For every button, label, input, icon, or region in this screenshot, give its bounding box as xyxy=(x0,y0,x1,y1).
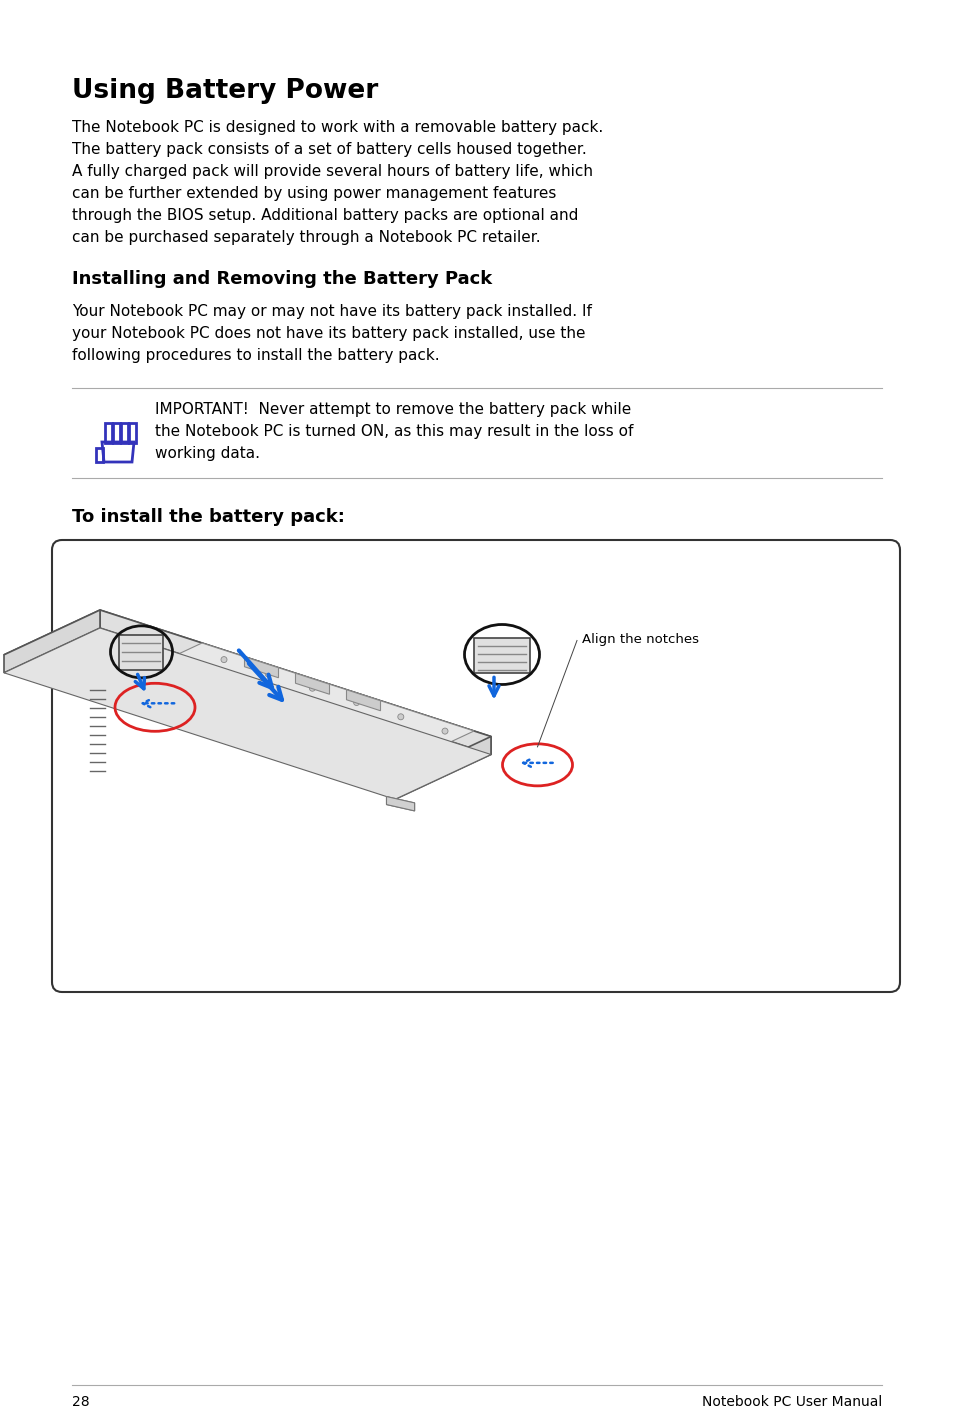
Bar xyxy=(112,423,120,442)
Text: through the BIOS setup. Additional battery packs are optional and: through the BIOS setup. Additional batte… xyxy=(71,208,578,223)
Text: A fully charged pack will provide several hours of battery life, which: A fully charged pack will provide severa… xyxy=(71,164,593,179)
Polygon shape xyxy=(295,674,329,695)
Bar xyxy=(105,423,112,442)
Circle shape xyxy=(397,713,403,720)
Text: IMPORTANT!  Never attempt to remove the battery pack while: IMPORTANT! Never attempt to remove the b… xyxy=(154,401,631,417)
Polygon shape xyxy=(346,689,380,710)
Bar xyxy=(121,423,128,442)
Circle shape xyxy=(441,727,448,735)
Text: To install the battery pack:: To install the battery pack: xyxy=(71,508,345,526)
Polygon shape xyxy=(119,635,163,669)
Text: Installing and Removing the Battery Pack: Installing and Removing the Battery Pack xyxy=(71,269,492,288)
Circle shape xyxy=(265,671,271,676)
Polygon shape xyxy=(474,638,530,672)
Text: following procedures to install the battery pack.: following procedures to install the batt… xyxy=(71,347,439,363)
Polygon shape xyxy=(386,797,415,811)
Text: Align the notches: Align the notches xyxy=(581,632,699,645)
Circle shape xyxy=(354,699,359,706)
Circle shape xyxy=(221,657,227,662)
Polygon shape xyxy=(386,797,415,811)
Text: Notebook PC User Manual: Notebook PC User Manual xyxy=(701,1395,882,1409)
Polygon shape xyxy=(244,657,278,678)
Circle shape xyxy=(309,685,315,691)
Polygon shape xyxy=(4,610,100,672)
Polygon shape xyxy=(172,642,474,744)
Polygon shape xyxy=(4,628,491,800)
Polygon shape xyxy=(395,736,491,800)
Text: Your Notebook PC may or may not have its battery pack installed. If: Your Notebook PC may or may not have its… xyxy=(71,303,591,319)
Polygon shape xyxy=(4,610,491,781)
Text: can be further extended by using power management features: can be further extended by using power m… xyxy=(71,186,556,201)
Bar xyxy=(129,423,136,442)
Polygon shape xyxy=(100,610,491,754)
Text: the Notebook PC is turned ON, as this may result in the loss of: the Notebook PC is turned ON, as this ma… xyxy=(154,424,633,440)
FancyBboxPatch shape xyxy=(52,540,899,993)
Text: The Notebook PC is designed to work with a removable battery pack.: The Notebook PC is designed to work with… xyxy=(71,121,602,135)
Text: Using Battery Power: Using Battery Power xyxy=(71,78,377,104)
Text: your Notebook PC does not have its battery pack installed, use the: your Notebook PC does not have its batte… xyxy=(71,326,585,340)
Text: working data.: working data. xyxy=(154,447,260,461)
Text: 28: 28 xyxy=(71,1395,90,1409)
Text: can be purchased separately through a Notebook PC retailer.: can be purchased separately through a No… xyxy=(71,230,540,245)
Text: The battery pack consists of a set of battery cells housed together.: The battery pack consists of a set of ba… xyxy=(71,142,586,157)
Polygon shape xyxy=(84,648,423,764)
